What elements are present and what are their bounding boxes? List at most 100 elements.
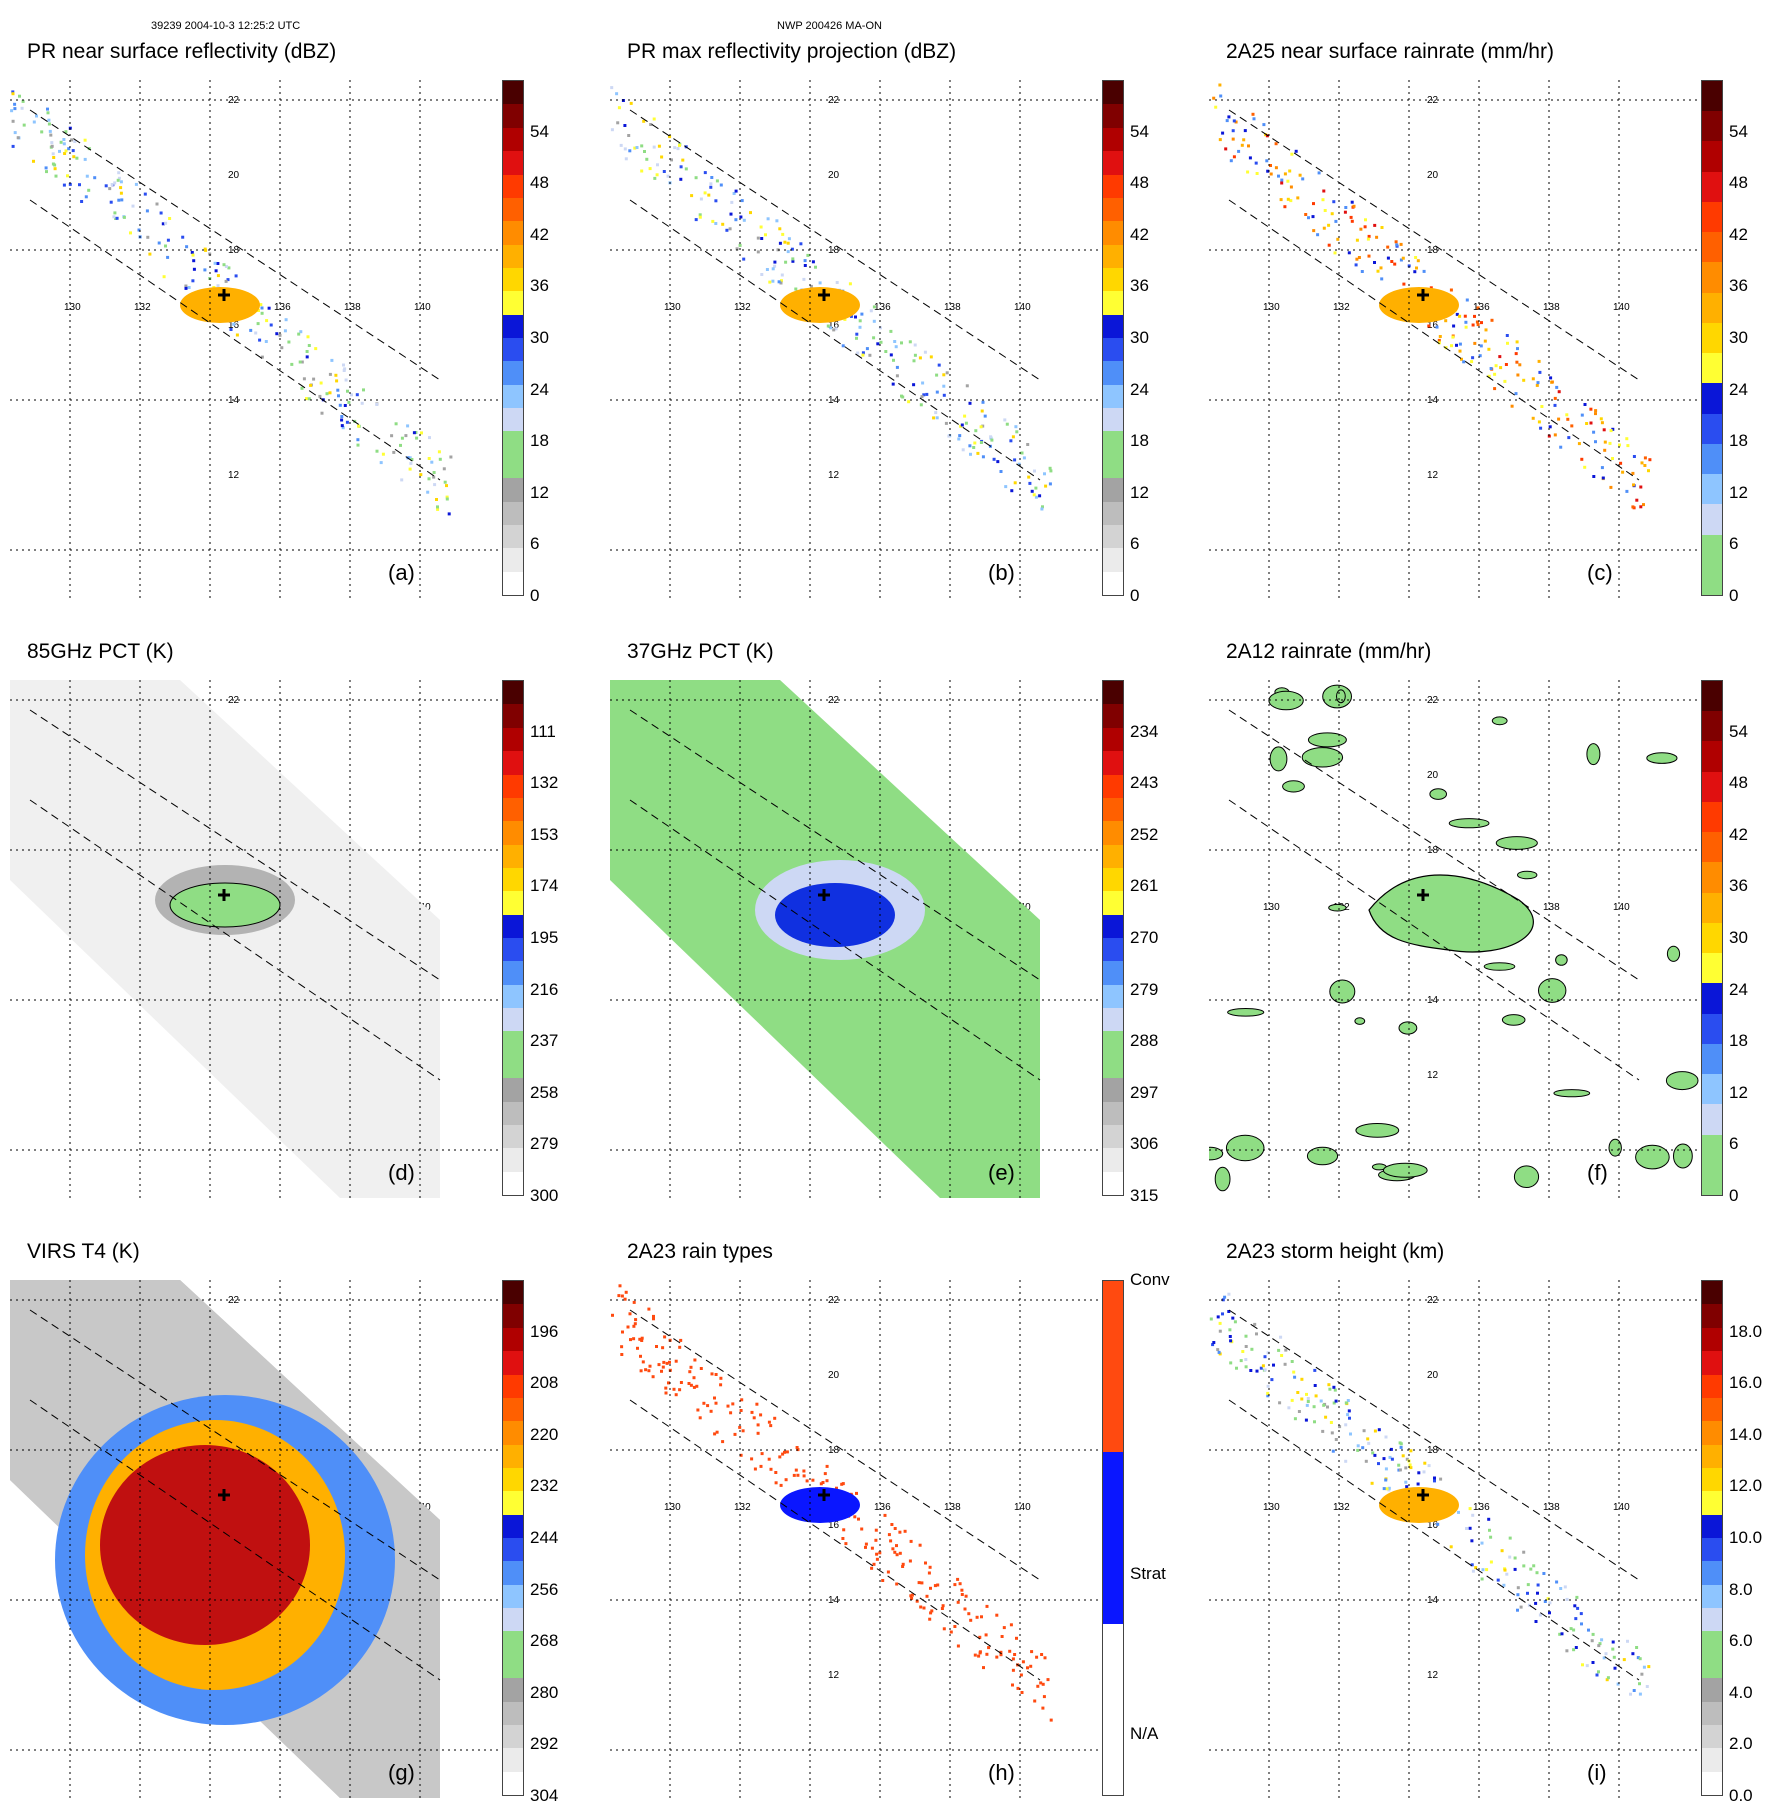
swath-pixel: [964, 421, 968, 425]
colorbar-tick-label: 48: [1729, 773, 1748, 793]
swath-pixel: [1290, 1398, 1294, 1402]
swath-pixel: [11, 144, 15, 148]
swath-pixel: [1331, 1449, 1335, 1453]
swath-pixel: [878, 1551, 882, 1555]
swath-pixel: [1503, 379, 1507, 383]
swath-pixel: [184, 286, 188, 290]
swath-pixel: [913, 353, 917, 357]
swath-pixel: [909, 1539, 913, 1543]
swath-pixel: [1248, 156, 1252, 160]
swath-pixel: [1290, 152, 1294, 156]
swath-pixel: [1376, 269, 1380, 273]
swath-pixel: [408, 467, 412, 471]
swath-pixel: [889, 1539, 893, 1543]
swath-pixel: [629, 101, 633, 105]
map-area: [1209, 80, 1699, 598]
swath-pixel: [20, 106, 24, 110]
swath-pixel: [858, 319, 862, 323]
map-area: [1209, 680, 1699, 1198]
colorbar: [1102, 80, 1124, 596]
colorbar-swatch: [1103, 291, 1123, 315]
swath-pixel: [858, 325, 862, 329]
swath-pixel: [956, 1600, 960, 1604]
swath-pixel: [275, 332, 279, 336]
swath-pixel: [814, 265, 817, 269]
header-center: NWP 200426 MA-ON: [777, 20, 882, 32]
colorbar-swatch: [1103, 244, 1123, 268]
colorbar-swatch: [1103, 727, 1123, 752]
swath-pixel: [299, 330, 303, 334]
rain-cell: [1282, 780, 1305, 793]
swath-pixel: [1589, 407, 1593, 411]
panel-title: 2A23 rain types: [627, 1240, 773, 1263]
swath-pixel: [640, 169, 644, 173]
colorbar-swatch: [503, 408, 523, 432]
swath-pixel: [1613, 1666, 1617, 1670]
swath-pixel: [1470, 360, 1474, 364]
colorbar-ticks: N/A Strat Conv: [1130, 1270, 1198, 1796]
colorbar-swatch: [1103, 1452, 1123, 1624]
swath-pixel: [1415, 266, 1418, 270]
swath-pixel: [1647, 469, 1650, 473]
colorbar-swatch: [1702, 892, 1722, 923]
swath-pixel: [969, 452, 972, 456]
swath-pixel: [1566, 417, 1570, 421]
colorbar-tick-label: 24: [530, 379, 549, 399]
header-left: 39239 2004-10-3 12:25:2 UTC: [151, 20, 301, 32]
swath-pixel: [1516, 373, 1520, 377]
swath-pixel: [1032, 493, 1036, 497]
swath-pixel: [721, 1440, 725, 1444]
swath-pixel: [222, 263, 226, 267]
swath-pixel: [404, 434, 408, 438]
swath-pixel: [1332, 1401, 1336, 1405]
swath-pixel: [1464, 320, 1468, 324]
swath-pixel: [1244, 1365, 1248, 1369]
swath-pixel: [735, 247, 739, 251]
colorbar-tick-label: 256: [530, 1579, 559, 1599]
swath-pixel: [947, 434, 951, 438]
swath-pixel: [1581, 1663, 1584, 1667]
swath-pixel: [1269, 164, 1272, 167]
swath-pixel: [11, 90, 15, 94]
swath-pixel: [1526, 1591, 1529, 1595]
colorbar-swatch: [503, 384, 523, 409]
swath-pixel: [783, 240, 787, 244]
colorbar-swatch: [1103, 548, 1123, 572]
swath-pixel: [44, 166, 48, 170]
colorbar-ticks: 304 292 280 268 256 244 232 220 208 196: [530, 1280, 598, 1805]
swath-pixel: [1398, 1468, 1402, 1472]
swath-pixel: [1594, 409, 1598, 413]
swath-pixel: [1343, 210, 1347, 214]
swath-pixel: [72, 155, 76, 159]
swath-pixel: [925, 1594, 929, 1598]
swath-pixel: [925, 392, 929, 396]
colorbar-swatch: [503, 361, 523, 385]
swath-pixel: [428, 436, 431, 440]
swath-pixel: [1367, 1441, 1371, 1445]
swath-pixel: [796, 1448, 800, 1452]
rain-cell: [1586, 743, 1601, 766]
swath-pixel: [1480, 1577, 1484, 1581]
swath-pixel: [623, 147, 627, 151]
rain-cell: [1429, 788, 1447, 800]
swath-pixel: [886, 1570, 890, 1574]
colorbar-swatch: [1702, 201, 1722, 233]
colorbar-tick-label: 18: [530, 431, 549, 451]
swath-pixel: [344, 378, 348, 382]
swath-pixel: [778, 1455, 782, 1459]
swath-pixel: [771, 267, 775, 271]
swath-pixel: [187, 286, 191, 289]
colorbar-swatch: [1702, 1397, 1722, 1422]
swath-pixel: [978, 1635, 982, 1639]
swath-pixel: [58, 149, 61, 153]
swath-pixel: [1605, 1678, 1609, 1682]
lon-label: 130: [664, 1502, 681, 1513]
swath-pixel: [967, 1612, 971, 1616]
swath-pixel: [959, 424, 963, 428]
swath-pixel: [698, 213, 702, 217]
swath-pixel: [1527, 1603, 1531, 1607]
lon-label: 136: [1473, 1502, 1490, 1513]
colorbar-swatch: [503, 1491, 523, 1515]
colorbar-tick-label: 6: [1729, 534, 1739, 554]
swath-pixel: [260, 311, 264, 315]
